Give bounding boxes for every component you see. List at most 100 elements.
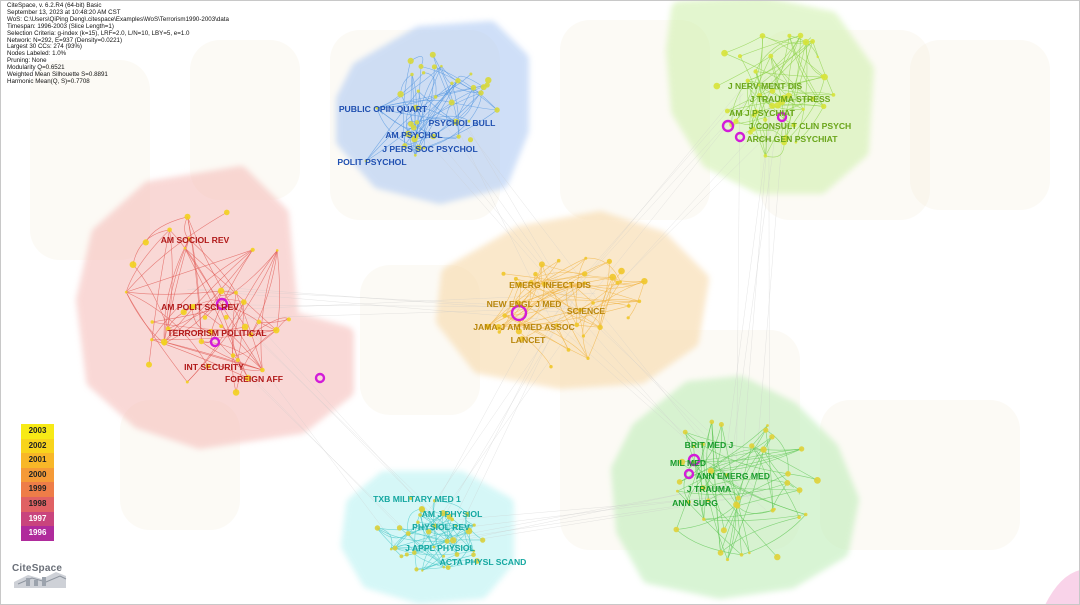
- network-node[interactable]: [480, 84, 487, 91]
- node-label-red-4[interactable]: FOREIGN AFF: [225, 374, 283, 384]
- node-label-green-top-3[interactable]: J CONSULT CLIN PSYCH: [749, 121, 852, 131]
- network-node[interactable]: [418, 64, 424, 69]
- network-node[interactable]: [167, 227, 172, 233]
- network-node[interactable]: [733, 501, 740, 508]
- network-node[interactable]: [816, 55, 819, 59]
- network-node[interactable]: [444, 511, 448, 515]
- network-node[interactable]: [124, 290, 128, 294]
- network-node[interactable]: [763, 117, 768, 122]
- network-node[interactable]: [720, 527, 727, 534]
- network-node[interactable]: [446, 513, 453, 520]
- network-node[interactable]: [513, 276, 518, 281]
- network-node[interactable]: [606, 258, 613, 264]
- network-node[interactable]: [641, 278, 648, 285]
- network-node[interactable]: [241, 299, 247, 305]
- node-label-red-1[interactable]: AM POLIT SCI REV: [161, 302, 239, 312]
- node-label-blue-4[interactable]: POLIT PSYCHOL: [337, 157, 406, 167]
- network-node[interactable]: [402, 143, 408, 149]
- network-node[interactable]: [415, 144, 422, 151]
- centrality-ring-node[interactable]: [215, 297, 229, 311]
- network-node[interactable]: [219, 324, 223, 329]
- network-node[interactable]: [763, 154, 768, 158]
- network-node[interactable]: [485, 77, 492, 84]
- network-node[interactable]: [768, 53, 774, 59]
- network-node[interactable]: [142, 239, 149, 246]
- network-node[interactable]: [184, 213, 191, 220]
- node-label-cyan-2[interactable]: PHYSIOL REV: [412, 522, 470, 532]
- network-node[interactable]: [577, 307, 583, 313]
- network-node[interactable]: [586, 356, 590, 360]
- centrality-ring-node[interactable]: [510, 304, 528, 322]
- network-node[interactable]: [426, 529, 432, 535]
- node-label-green-bottom-4[interactable]: ANN SURG: [672, 498, 718, 508]
- node-label-red-0[interactable]: AM SOCIOL REV: [161, 235, 230, 245]
- network-node[interactable]: [782, 134, 790, 142]
- node-label-blue-3[interactable]: J PERS SOC PSYCHOL: [382, 144, 478, 154]
- network-node[interactable]: [676, 479, 683, 485]
- centrality-ring-node[interactable]: [314, 372, 326, 384]
- network-node[interactable]: [748, 551, 751, 555]
- network-node[interactable]: [709, 419, 715, 425]
- network-node[interactable]: [691, 444, 696, 448]
- network-node[interactable]: [687, 500, 691, 504]
- network-node[interactable]: [474, 558, 480, 564]
- network-node[interactable]: [494, 107, 500, 113]
- network-node[interactable]: [440, 510, 447, 517]
- centrality-ring-node[interactable]: [776, 111, 788, 123]
- network-node[interactable]: [202, 315, 208, 320]
- network-node[interactable]: [442, 554, 446, 558]
- network-node[interactable]: [440, 64, 443, 68]
- network-node[interactable]: [802, 38, 810, 46]
- network-node[interactable]: [374, 525, 381, 531]
- network-node[interactable]: [234, 290, 238, 295]
- network-node[interactable]: [717, 549, 724, 556]
- network-node[interactable]: [454, 552, 460, 557]
- network-node[interactable]: [404, 130, 412, 138]
- network-node[interactable]: [549, 365, 553, 369]
- network-node[interactable]: [609, 273, 617, 281]
- network-node[interactable]: [465, 511, 470, 516]
- network-node[interactable]: [502, 313, 507, 318]
- network-node[interactable]: [399, 554, 404, 559]
- network-node[interactable]: [619, 280, 622, 284]
- network-node[interactable]: [450, 537, 457, 544]
- network-node[interactable]: [515, 300, 521, 306]
- node-label-cyan-3[interactable]: J APPL PHYSIOL: [405, 543, 475, 553]
- network-node[interactable]: [691, 460, 695, 464]
- network-node[interactable]: [414, 120, 420, 125]
- network-node[interactable]: [396, 525, 403, 531]
- network-node[interactable]: [584, 256, 588, 260]
- network-node[interactable]: [501, 271, 506, 276]
- centrality-ring-node[interactable]: [734, 131, 746, 143]
- node-label-cyan-0[interactable]: TXB MILITARY MED 1: [373, 494, 461, 504]
- network-node[interactable]: [735, 495, 741, 501]
- network-node[interactable]: [235, 358, 240, 362]
- node-label-blue-0[interactable]: PUBLIC OPIN QUART: [339, 104, 428, 114]
- network-node[interactable]: [413, 153, 417, 157]
- network-node[interactable]: [467, 137, 474, 143]
- network-node[interactable]: [442, 565, 446, 569]
- network-node[interactable]: [416, 520, 420, 524]
- network-node[interactable]: [248, 332, 254, 338]
- centrality-ring-node[interactable]: [721, 119, 735, 133]
- network-node[interactable]: [448, 99, 455, 106]
- network-node[interactable]: [444, 538, 450, 544]
- network-node[interactable]: [150, 338, 154, 342]
- network-node[interactable]: [766, 424, 769, 427]
- network-node[interactable]: [495, 324, 502, 331]
- centrality-ring-node[interactable]: [687, 453, 701, 467]
- network-node[interactable]: [407, 57, 414, 64]
- network-node[interactable]: [702, 517, 706, 521]
- network-node[interactable]: [706, 498, 711, 503]
- network-node[interactable]: [810, 39, 815, 44]
- network-node[interactable]: [375, 106, 379, 110]
- network-node[interactable]: [256, 319, 262, 325]
- network-node[interactable]: [821, 103, 827, 110]
- network-node[interactable]: [597, 324, 603, 330]
- network-node[interactable]: [419, 506, 426, 513]
- network-node[interactable]: [757, 93, 762, 98]
- network-node[interactable]: [739, 553, 744, 557]
- network-node[interactable]: [421, 569, 424, 572]
- network-node[interactable]: [787, 33, 792, 38]
- node-label-green-bottom-3[interactable]: J TRAUMA: [687, 484, 731, 494]
